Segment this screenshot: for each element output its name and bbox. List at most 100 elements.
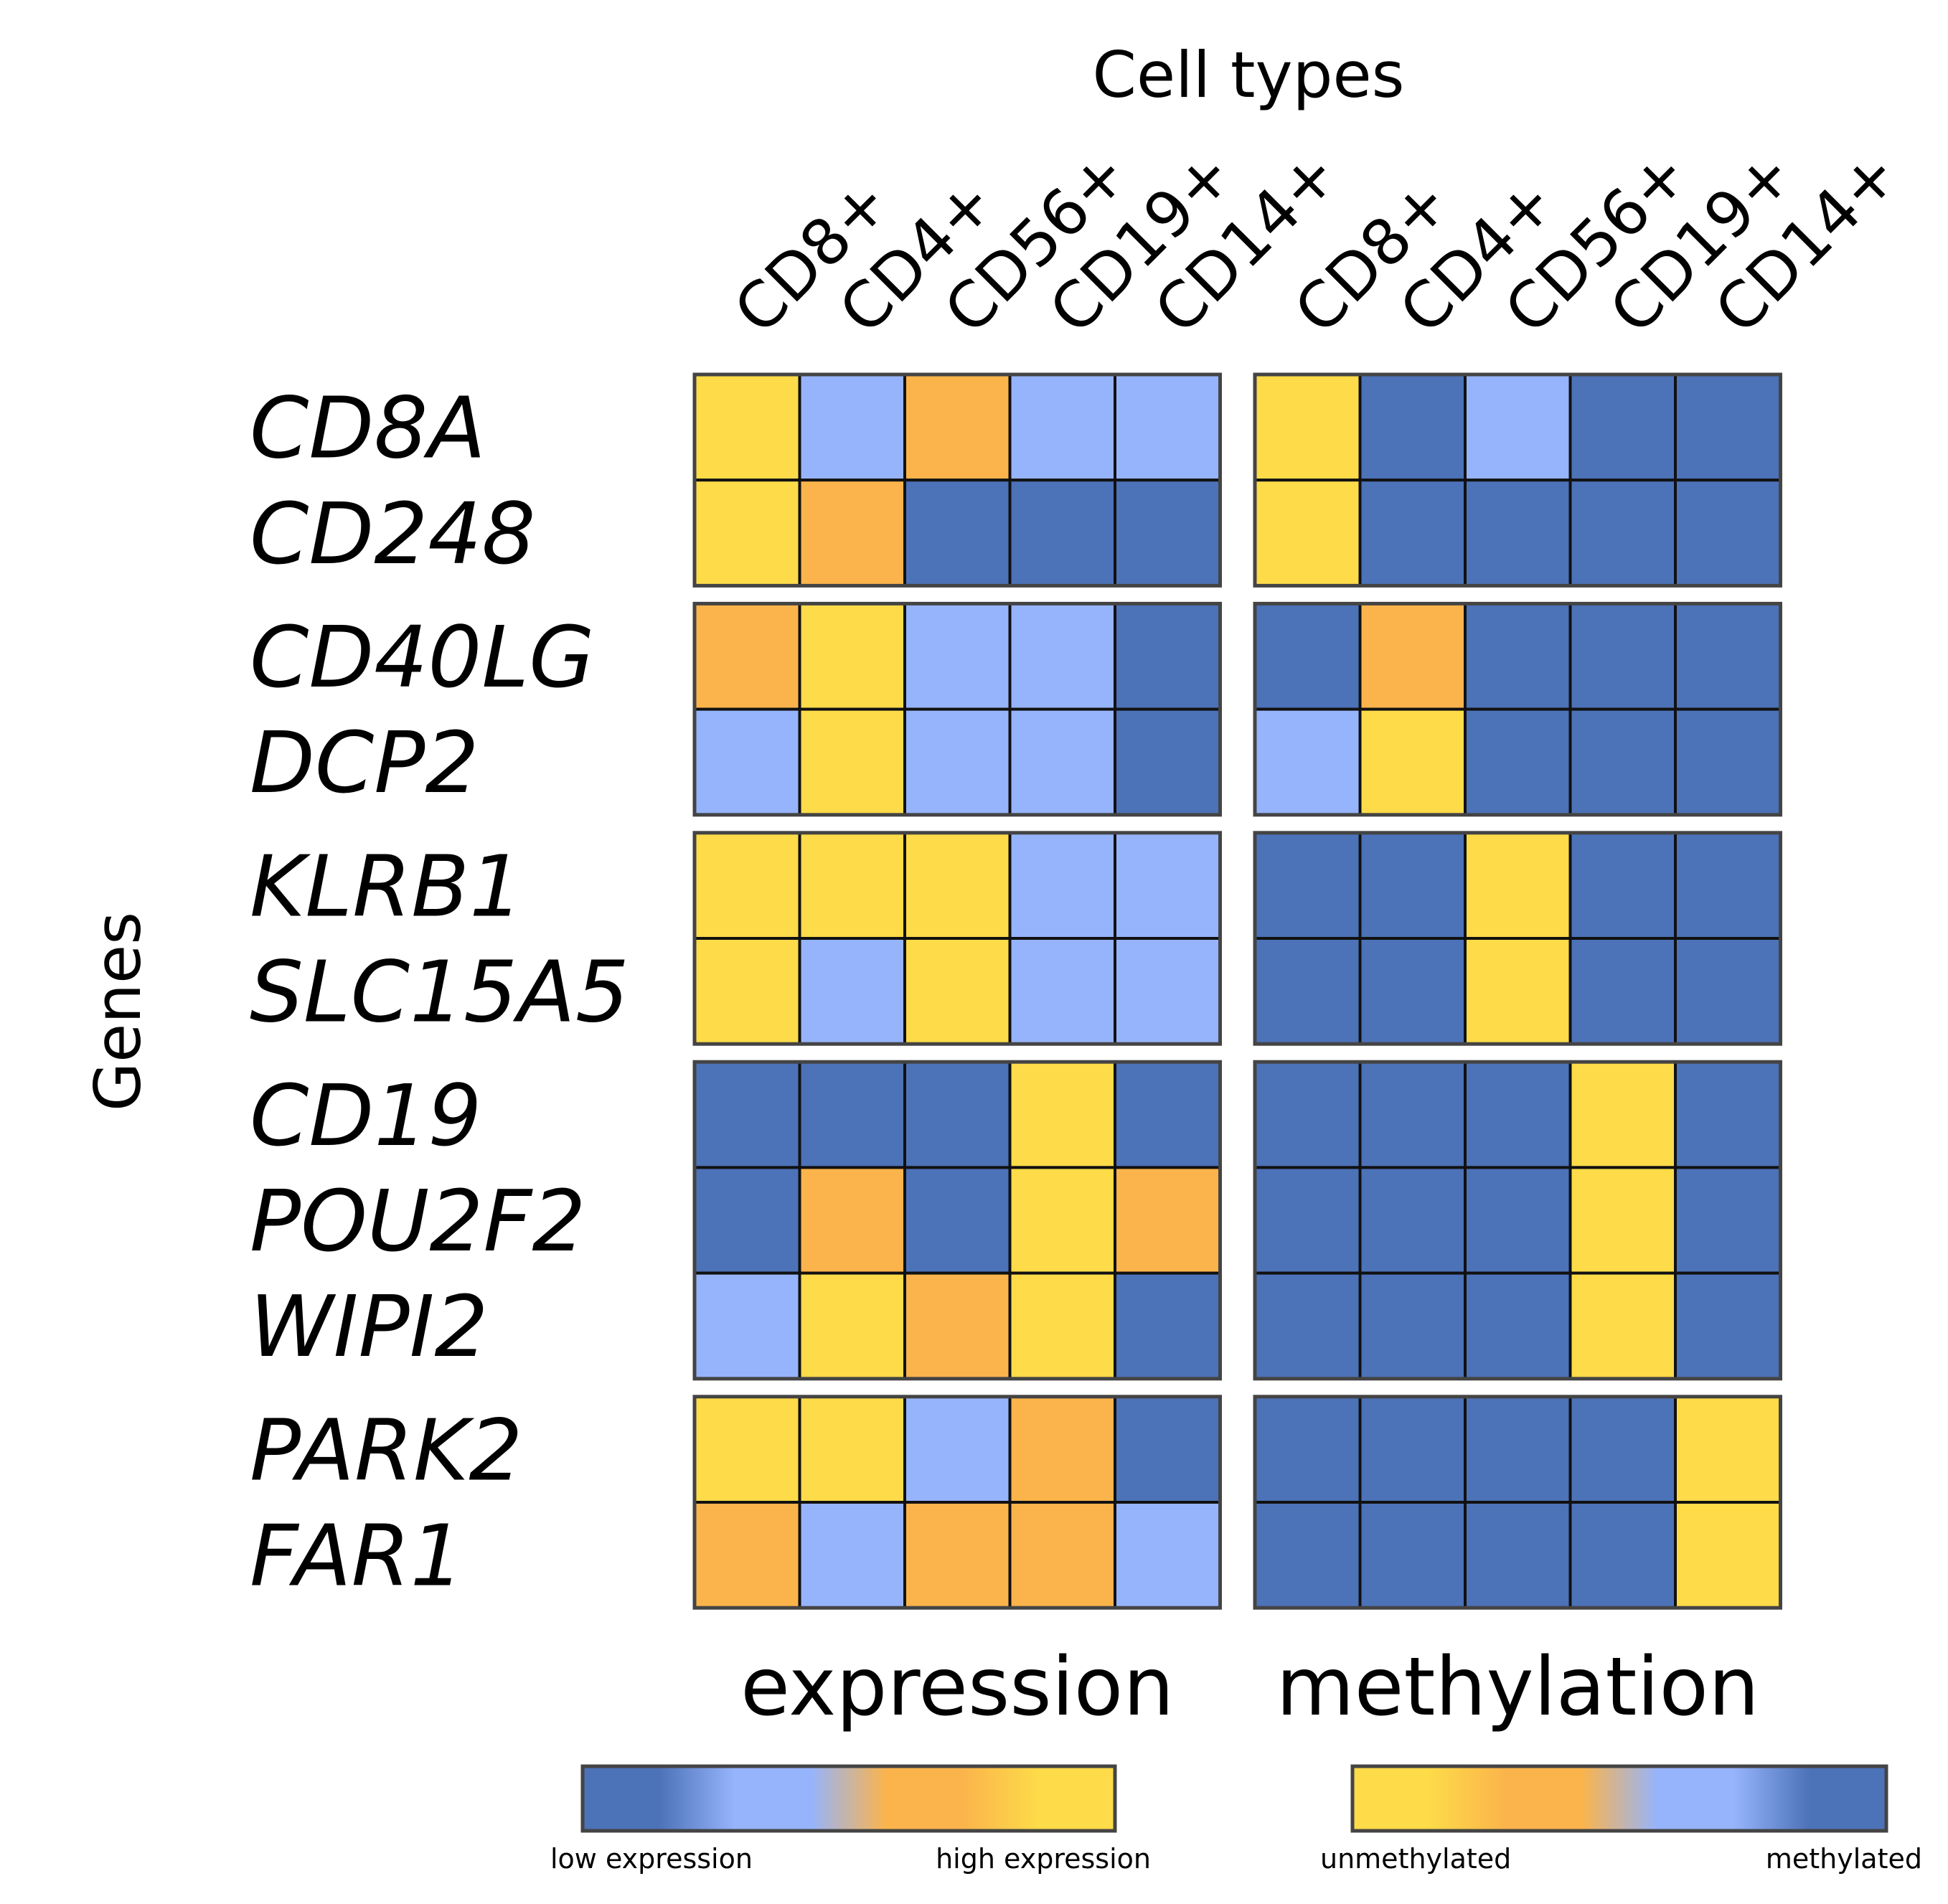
heatmap-cell <box>1464 1060 1572 1169</box>
heatmap-cell <box>1008 479 1116 588</box>
heatmap-cell <box>1464 1395 1572 1504</box>
heatmap-cell <box>1253 1395 1362 1504</box>
heatmap-cell <box>1253 707 1362 816</box>
heatmap-cell <box>693 1060 801 1169</box>
heatmap-cell <box>1008 1166 1116 1275</box>
colorbar-right-label: methylated <box>1766 1843 1922 1875</box>
heatmap-cell <box>1464 602 1572 711</box>
heatmap-cell <box>693 479 801 588</box>
heatmap-cell <box>1008 937 1116 1046</box>
heatmap-cell <box>1568 831 1677 941</box>
group-frame <box>692 372 1222 588</box>
heatmap-cell <box>798 1271 906 1380</box>
heatmap-cell <box>1568 479 1677 588</box>
heatmap-cell <box>1114 1271 1222 1380</box>
heatmap-cell <box>1358 1501 1467 1610</box>
gene-label: CD8A <box>250 379 486 478</box>
heatmap-cell <box>903 1395 1012 1504</box>
group-frame <box>1253 372 1782 588</box>
heatmap-cell <box>903 707 1012 816</box>
heatmap-cell <box>1674 1166 1782 1275</box>
heatmap-cell <box>693 602 801 711</box>
heatmap-cell <box>693 1501 801 1610</box>
heatmap-cell <box>1114 831 1222 941</box>
heatmap-cell <box>1114 373 1222 482</box>
heatmap-cell <box>1358 707 1467 816</box>
heatmap-cell <box>1114 479 1222 588</box>
colorbar-gradient <box>580 1764 1117 1833</box>
heatmap-cell <box>1568 1271 1677 1380</box>
heatmap-cell <box>1358 831 1467 941</box>
heatmap-cell <box>1674 479 1782 588</box>
heatmap-cell <box>1674 707 1782 816</box>
heatmap-cell <box>1464 479 1572 588</box>
heatmap-cell <box>1008 1395 1116 1504</box>
gene-label: FAR1 <box>250 1507 464 1606</box>
heatmap-cell <box>903 831 1012 941</box>
group-frame <box>1253 831 1782 1046</box>
heatmap-cell <box>1464 1501 1572 1610</box>
heatmap-cell <box>1114 707 1222 816</box>
heatmap-cell <box>1358 373 1467 482</box>
heatmap-cell <box>693 831 801 941</box>
heatmap-cell <box>1464 373 1572 482</box>
heatmap-cell <box>693 1395 801 1504</box>
heatmap-cell <box>1358 479 1467 588</box>
gene-label: CD248 <box>250 484 535 583</box>
heatmap-cell <box>903 602 1012 711</box>
colorbar-methylation: unmethylated methylated <box>1320 1764 1922 1875</box>
heatmap-cell <box>798 1501 906 1610</box>
gene-label: CD40LG <box>250 608 595 707</box>
heatmap-cell <box>1358 1166 1467 1275</box>
heatmap-cell <box>1253 602 1362 711</box>
group-frame <box>692 601 1222 817</box>
heatmap-cell <box>693 707 801 816</box>
colorbar-gradient <box>1350 1764 1888 1833</box>
group-frame <box>1253 1395 1782 1610</box>
heatmap-cell <box>903 937 1012 1046</box>
heatmap-cell <box>1674 1271 1782 1380</box>
heatmap-cell <box>1674 937 1782 1046</box>
heatmap-cell <box>1568 1060 1677 1169</box>
heatmap-cell <box>1008 707 1116 816</box>
heatmap-cell <box>1568 602 1677 711</box>
heatmap-cell <box>1674 1060 1782 1169</box>
heatmap-cell <box>1568 1501 1677 1610</box>
heatmap-cell <box>798 479 906 588</box>
group-frame <box>1253 1060 1782 1381</box>
panel-label-expression: expression <box>740 1641 1174 1734</box>
heatmap-cell <box>1253 479 1362 588</box>
heatmap-cell <box>1464 707 1572 816</box>
heatmap-cell <box>903 1501 1012 1610</box>
heatmap-cell <box>798 602 906 711</box>
group-frame <box>692 1395 1222 1610</box>
heatmap-cell <box>1008 1060 1116 1169</box>
heatmap-cell <box>1464 831 1572 941</box>
panel-label-methylation: methylation <box>1276 1641 1759 1734</box>
colorbar-expression: low expression high expression <box>550 1764 1151 1875</box>
heatmap-cell <box>1674 831 1782 941</box>
gene-label: SLC15A5 <box>250 943 629 1042</box>
heatmap-cell <box>903 1166 1012 1275</box>
heatmap-cell <box>1568 1166 1677 1275</box>
heatmap-cell <box>1114 1395 1222 1504</box>
colorbar-right-label: high expression <box>936 1843 1151 1875</box>
heatmap-cell <box>1358 1060 1467 1169</box>
heatmap-cell <box>798 1395 906 1504</box>
heatmap-cell <box>693 937 801 1046</box>
heatmap-cell <box>798 1166 906 1275</box>
heatmap-cell <box>693 373 801 482</box>
heatmap-cell <box>1008 1271 1116 1380</box>
heatmap-cell <box>1253 831 1362 941</box>
heatmap-cell <box>903 1060 1012 1169</box>
heatmap-cell <box>1253 1166 1362 1275</box>
heatmap-cell <box>1674 1501 1782 1610</box>
gene-label: POU2F2 <box>250 1172 585 1271</box>
heatmap-cell <box>1114 602 1222 711</box>
heatmap-cell <box>1358 602 1467 711</box>
y-axis-title: Genes <box>81 912 155 1111</box>
gene-label: WIPI2 <box>250 1277 489 1376</box>
heatmap-cell <box>1253 1271 1362 1380</box>
